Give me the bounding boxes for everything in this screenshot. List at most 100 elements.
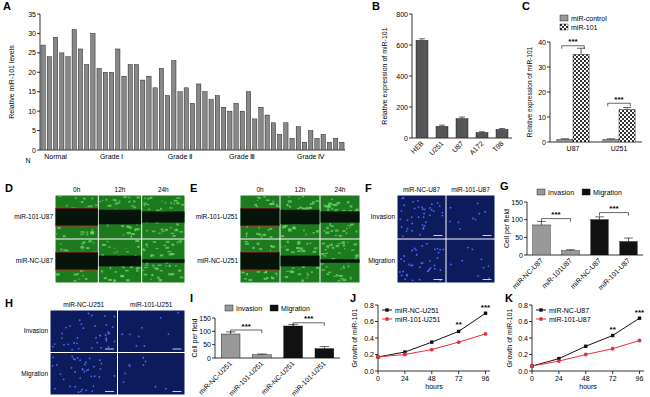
cell — [160, 270, 163, 271]
cell — [257, 243, 260, 245]
cell — [115, 271, 117, 273]
x-tick — [404, 371, 405, 374]
y-tick — [529, 354, 532, 355]
y-tick — [524, 202, 527, 203]
cell — [60, 249, 62, 251]
stained-cell — [60, 373, 62, 375]
stained-cell — [142, 357, 144, 359]
stained-cell — [418, 216, 420, 218]
cell — [258, 197, 260, 199]
stained-cell — [105, 340, 107, 342]
cell — [174, 229, 177, 231]
y-tick — [37, 72, 40, 73]
line — [378, 334, 486, 357]
cell — [147, 247, 149, 248]
marks — [557, 48, 635, 142]
y-tick — [524, 237, 527, 238]
cell — [327, 209, 329, 211]
cell — [180, 198, 181, 199]
y-axis-title: Relative expression of miR-101 — [526, 46, 534, 137]
stained-cell — [71, 367, 73, 369]
x-tick-label: Grade Ⅱ — [168, 153, 192, 160]
chart-panel: 050100150Cell per fieldGmiR-NC-U87miR-10… — [500, 180, 643, 291]
cell — [355, 257, 358, 258]
error-bar — [623, 108, 631, 110]
scale-bar — [173, 391, 182, 392]
bar — [116, 49, 120, 150]
legend-swatch — [560, 24, 568, 30]
legend-label: miR-101 — [571, 24, 598, 31]
bar — [573, 55, 589, 143]
marker — [584, 353, 588, 357]
x-tick-label: 24 — [555, 375, 563, 382]
cell — [115, 199, 117, 201]
bar — [557, 140, 573, 143]
x-tick-label: 24 — [401, 375, 409, 382]
stained-cell — [177, 312, 179, 314]
marker — [403, 353, 407, 357]
y-tick-label: 15 — [28, 88, 36, 95]
annotation: *** — [242, 322, 252, 331]
stained-cell — [416, 254, 418, 256]
stained-cell — [165, 388, 167, 390]
stained-cell — [136, 345, 138, 347]
cell — [153, 241, 156, 243]
cell — [296, 248, 299, 249]
bar — [277, 134, 281, 150]
cell — [170, 202, 171, 204]
micrograph — [142, 196, 184, 239]
figure: 05101520253035Relative miR-101 levelsANo… — [0, 0, 650, 397]
cell — [178, 270, 181, 272]
cell — [257, 271, 260, 273]
image-panel: D0h12h24hmiR-101-U87miR-NC-U87 — [5, 182, 185, 283]
bar — [309, 131, 313, 150]
stained-cell — [458, 221, 460, 223]
cell — [285, 276, 288, 278]
legend-label: miR-control — [571, 15, 607, 22]
error-bar — [459, 117, 465, 119]
stained-cell — [106, 324, 108, 326]
y-tick — [529, 338, 532, 339]
cell — [335, 229, 338, 231]
cell — [293, 226, 295, 228]
stained-cell — [71, 356, 73, 358]
row-label: Migration — [21, 370, 48, 378]
cell — [93, 242, 95, 243]
cell — [136, 270, 139, 272]
stained-cell — [99, 368, 101, 370]
stained-cell — [112, 326, 114, 328]
stained-cell — [478, 213, 480, 215]
micrograph — [118, 353, 185, 395]
bar — [253, 355, 272, 358]
marker — [530, 364, 534, 368]
cell — [340, 278, 344, 279]
y-tick — [37, 150, 40, 151]
cell — [162, 231, 165, 232]
cell — [126, 232, 128, 233]
cell — [270, 250, 271, 252]
stained-cell — [105, 334, 107, 336]
bar — [172, 61, 176, 150]
bar — [533, 225, 550, 255]
marker — [484, 312, 487, 315]
stained-cell — [421, 262, 423, 264]
bar — [221, 334, 240, 358]
y-tick-label: 0.6 — [364, 318, 374, 325]
stained-cell — [52, 365, 54, 367]
stained-cell — [411, 223, 413, 225]
wound-gap — [241, 252, 280, 270]
cell — [325, 249, 327, 250]
stained-cell — [403, 260, 405, 262]
y-tick-label: 25 — [28, 49, 36, 56]
cell — [288, 200, 292, 202]
stained-cell — [419, 266, 421, 268]
stained-cell — [76, 342, 78, 344]
cell — [266, 199, 270, 201]
cell — [350, 278, 351, 280]
cell — [339, 235, 343, 237]
stained-cell — [439, 205, 441, 207]
y-tick-label: 0.8 — [518, 302, 528, 309]
x-tick-label: U87 — [567, 145, 580, 152]
x-tick-label: U251 — [428, 140, 445, 157]
stained-cell — [480, 258, 482, 260]
